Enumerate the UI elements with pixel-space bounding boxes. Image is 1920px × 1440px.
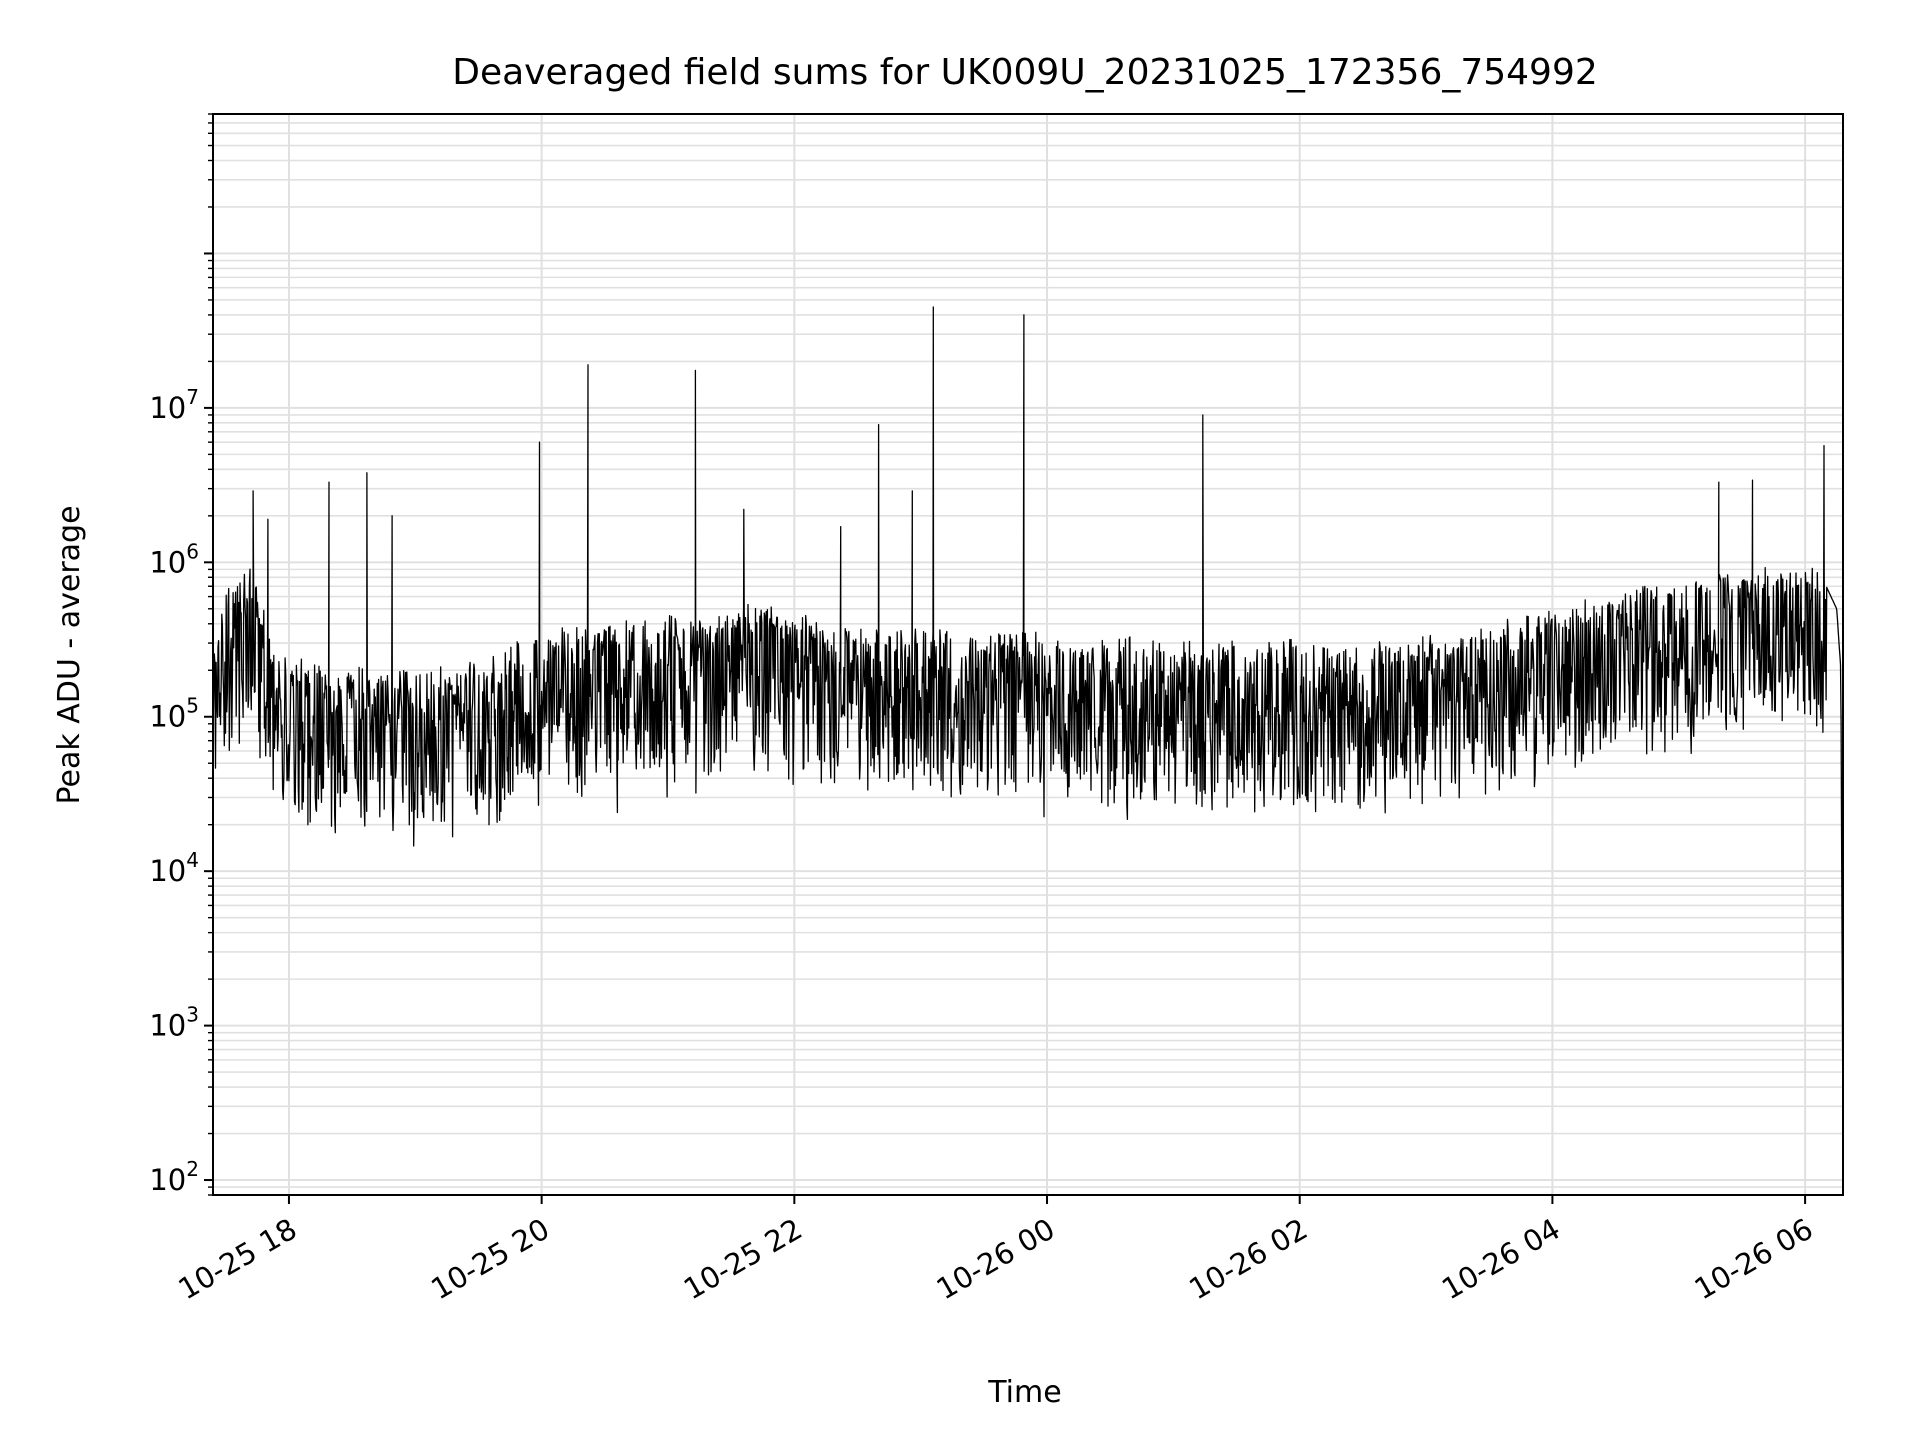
y-axis-label: Peak ADU - average	[52, 505, 87, 804]
y-tick-label: 107	[149, 385, 199, 425]
y-tick-label: 105	[149, 694, 199, 734]
plot-frame	[212, 113, 1844, 1196]
y-tick-label: 102	[149, 1157, 199, 1197]
series-line	[212, 306, 1844, 1153]
x-tick-label: 10-26 06	[1689, 1212, 1819, 1307]
x-tick-label: 10-25 18	[173, 1212, 303, 1307]
y-axis: 102 103 104 105 106 107	[149, 113, 213, 1197]
x-tick-label: 10-26 00	[931, 1212, 1061, 1307]
chart-title: Deaveraged field sums for UK009U_2023102…	[452, 52, 1598, 93]
y-tick-label: 103	[149, 1003, 199, 1043]
x-axis: 10-25 18 10-25 20 10-25 22 10-26 00 10-26 02…	[173, 1195, 1819, 1306]
y-tick-label: 104	[149, 848, 199, 888]
grid	[213, 113, 1843, 1196]
x-tick-label: 10-25 22	[678, 1212, 808, 1307]
x-tick-label: 10-26 02	[1183, 1212, 1313, 1307]
x-axis-label: Time	[987, 1375, 1061, 1410]
series	[212, 306, 1844, 1153]
x-tick-label: 10-25 20	[425, 1212, 555, 1307]
x-tick-label: 10-26 04	[1436, 1212, 1566, 1307]
y-tick-label: 106	[149, 539, 199, 579]
